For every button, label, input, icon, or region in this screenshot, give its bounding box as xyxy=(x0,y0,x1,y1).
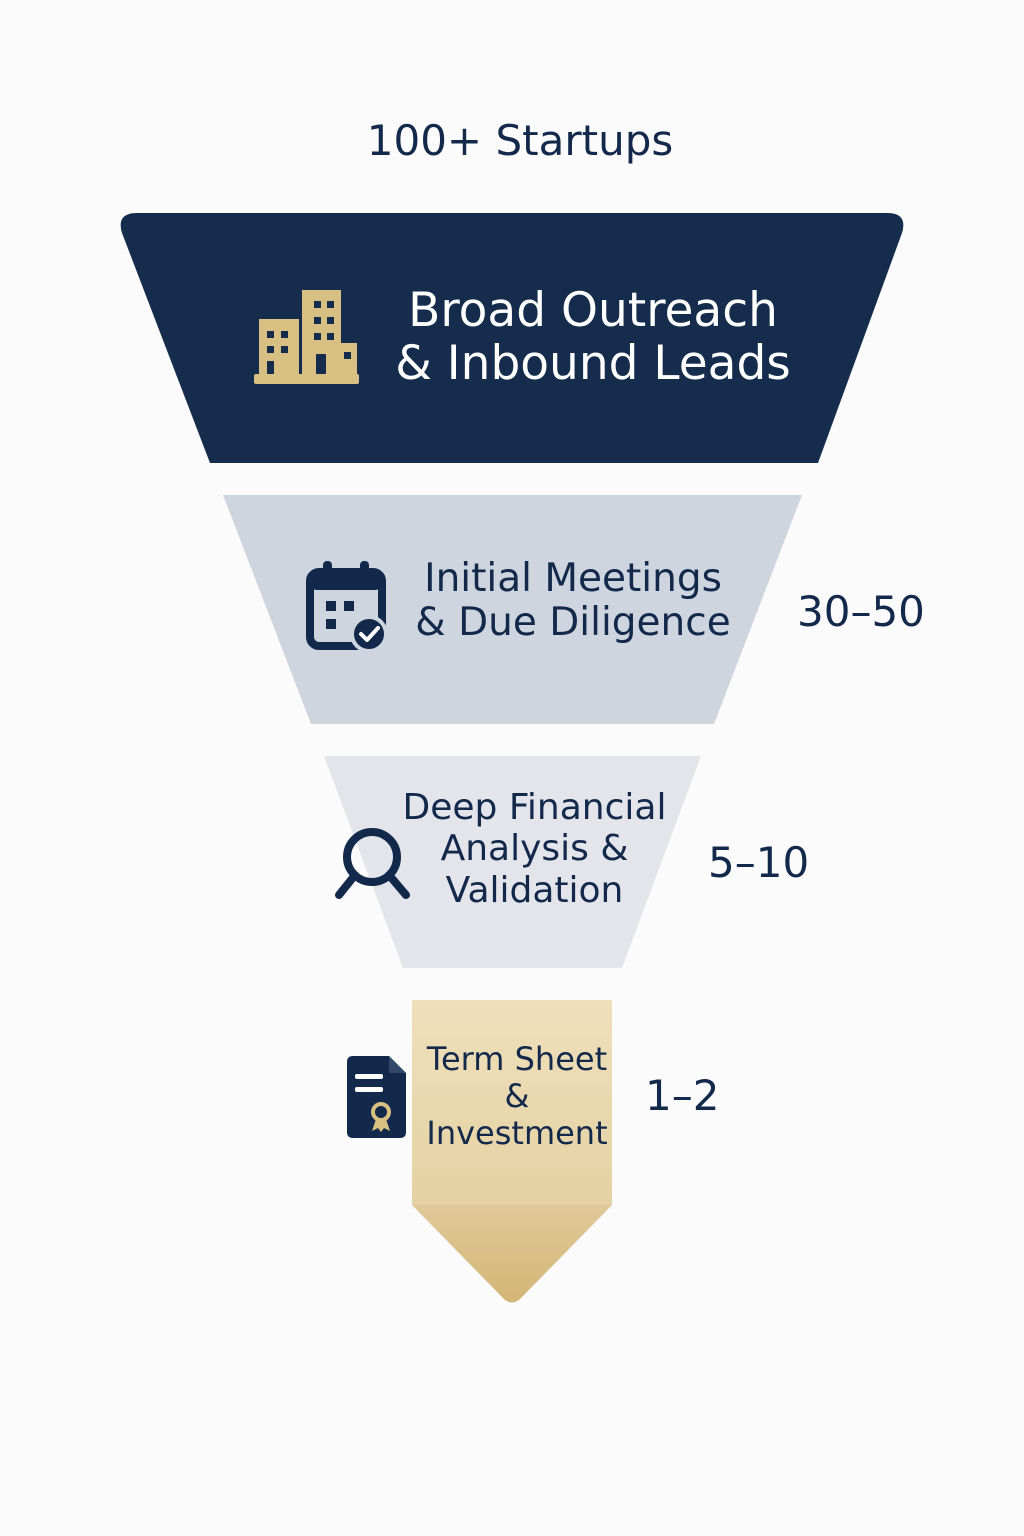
stage-label-deep-analysis: Deep Financial Analysis & Validation xyxy=(377,787,692,911)
search-icon xyxy=(335,828,410,899)
stage-label-line: & Due Diligence xyxy=(415,599,731,645)
certificate-document-icon xyxy=(347,1056,406,1138)
stage-label-line: Broad Outreach xyxy=(408,283,778,338)
stage-label-line: Deep Financial xyxy=(402,787,667,828)
stage-label-initial-meetings: Initial Meetings & Due Diligence xyxy=(390,557,756,644)
funnel-stage-4-body xyxy=(412,1000,612,1205)
stage-label-line: Validation xyxy=(445,869,624,911)
funnel-stage-2 xyxy=(223,495,802,724)
stage-count-initial-meetings: 30–50 xyxy=(797,587,925,636)
buildings-icon xyxy=(254,290,359,384)
stage-label-line: & Inbound Leads xyxy=(395,335,791,391)
stage-label-line: Initial Meetings xyxy=(424,556,722,601)
funnel-stage-1 xyxy=(120,213,904,463)
top-startup-count: 100+ Startups xyxy=(366,116,674,165)
funnel-stage-4-arrow xyxy=(412,1205,612,1303)
stage-label-line: Investment xyxy=(426,1113,608,1152)
stage-count-term-sheet: 1–2 xyxy=(645,1071,720,1120)
calendar-check-icon xyxy=(306,561,388,653)
stage-label-broad-outreach: Broad Outreach & Inbound Leads xyxy=(382,283,804,391)
stage-label-line: Analysis & xyxy=(440,828,629,870)
funnel-stage-3 xyxy=(324,756,701,968)
stage-label-line: Term Sheet xyxy=(426,1040,608,1078)
stage-label-line: & xyxy=(504,1076,530,1115)
stage-label-term-sheet: Term Sheet & Investment xyxy=(413,1041,621,1151)
stage-count-deep-analysis: 5–10 xyxy=(708,838,810,887)
